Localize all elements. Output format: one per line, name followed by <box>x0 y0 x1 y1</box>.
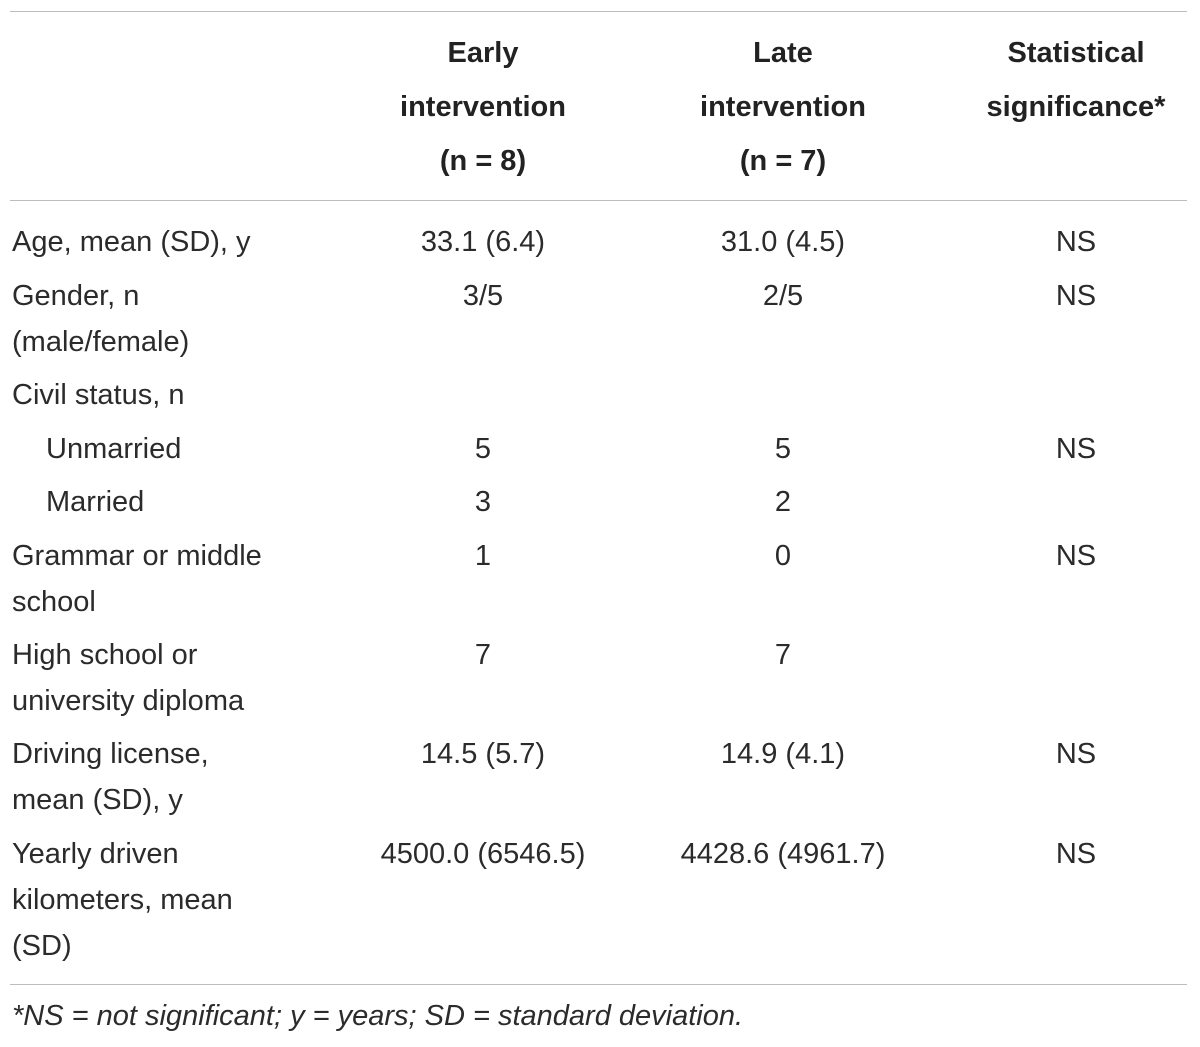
row-label-driving-license: Driving license, mean (SD), y <box>12 738 209 816</box>
cell-unmarried-late: 5 <box>774 433 792 465</box>
cell-license-stat: NS <box>1055 738 1097 770</box>
cell-km-early: 4500.0 (6546.5) <box>380 838 586 870</box>
header-rule <box>10 200 1187 201</box>
table-footnote: *NS = not significant; y = years; SD = s… <box>12 1000 744 1032</box>
cell-gender-late: 2/5 <box>762 280 804 312</box>
cell-gender-stat: NS <box>1055 280 1097 312</box>
row-label-age: Age, mean (SD), y <box>12 226 251 258</box>
cell-highschool-early: 7 <box>474 639 492 671</box>
cell-age-early: 33.1 (6.4) <box>420 226 546 258</box>
cell-km-late: 4428.6 (4961.7) <box>680 838 886 870</box>
cell-unmarried-stat: NS <box>1055 433 1097 465</box>
header-late-intervention: Late intervention (n = 7) <box>634 26 932 188</box>
row-label-yearly-km: Yearly driven kilometers, mean (SD) <box>12 838 233 962</box>
cell-grammar-early: 1 <box>474 540 492 572</box>
row-label-high-school: High school or university diploma <box>12 639 245 717</box>
cell-age-stat: NS <box>1055 226 1097 258</box>
header-early-line1: Early <box>447 37 519 69</box>
cell-unmarried-early: 5 <box>474 433 492 465</box>
row-label-gender: Gender, n (male/female) <box>12 280 190 358</box>
cell-married-early: 3 <box>474 486 492 518</box>
header-late-line2: intervention <box>700 91 866 123</box>
header-statistical-significance: Statistical significance* <box>960 26 1192 134</box>
cell-km-stat: NS <box>1055 838 1097 870</box>
header-early-line2: intervention <box>400 91 566 123</box>
header-stat-line1: Statistical <box>1007 37 1145 69</box>
header-stat-line2: significance* <box>986 91 1166 123</box>
cell-age-late: 31.0 (4.5) <box>720 226 846 258</box>
header-early-line3: (n = 8) <box>439 145 527 177</box>
top-rule <box>10 11 1187 12</box>
header-early-intervention: Early intervention (n = 8) <box>334 26 632 188</box>
row-label-grammar-school: Grammar or middle school <box>12 540 262 618</box>
cell-married-late: 2 <box>774 486 792 518</box>
row-label-civil-status: Civil status, n <box>12 379 185 411</box>
cell-grammar-late: 0 <box>774 540 792 572</box>
header-late-line3: (n = 7) <box>739 145 827 177</box>
cell-gender-early: 3/5 <box>462 280 504 312</box>
row-label-unmarried: Unmarried <box>46 433 182 465</box>
row-label-married: Married <box>46 486 145 518</box>
cell-grammar-stat: NS <box>1055 540 1097 572</box>
header-late-line1: Late <box>753 37 813 69</box>
cell-highschool-late: 7 <box>774 639 792 671</box>
cell-license-late: 14.9 (4.1) <box>720 738 846 770</box>
cell-license-early: 14.5 (5.7) <box>420 738 546 770</box>
bottom-rule <box>10 984 1187 985</box>
